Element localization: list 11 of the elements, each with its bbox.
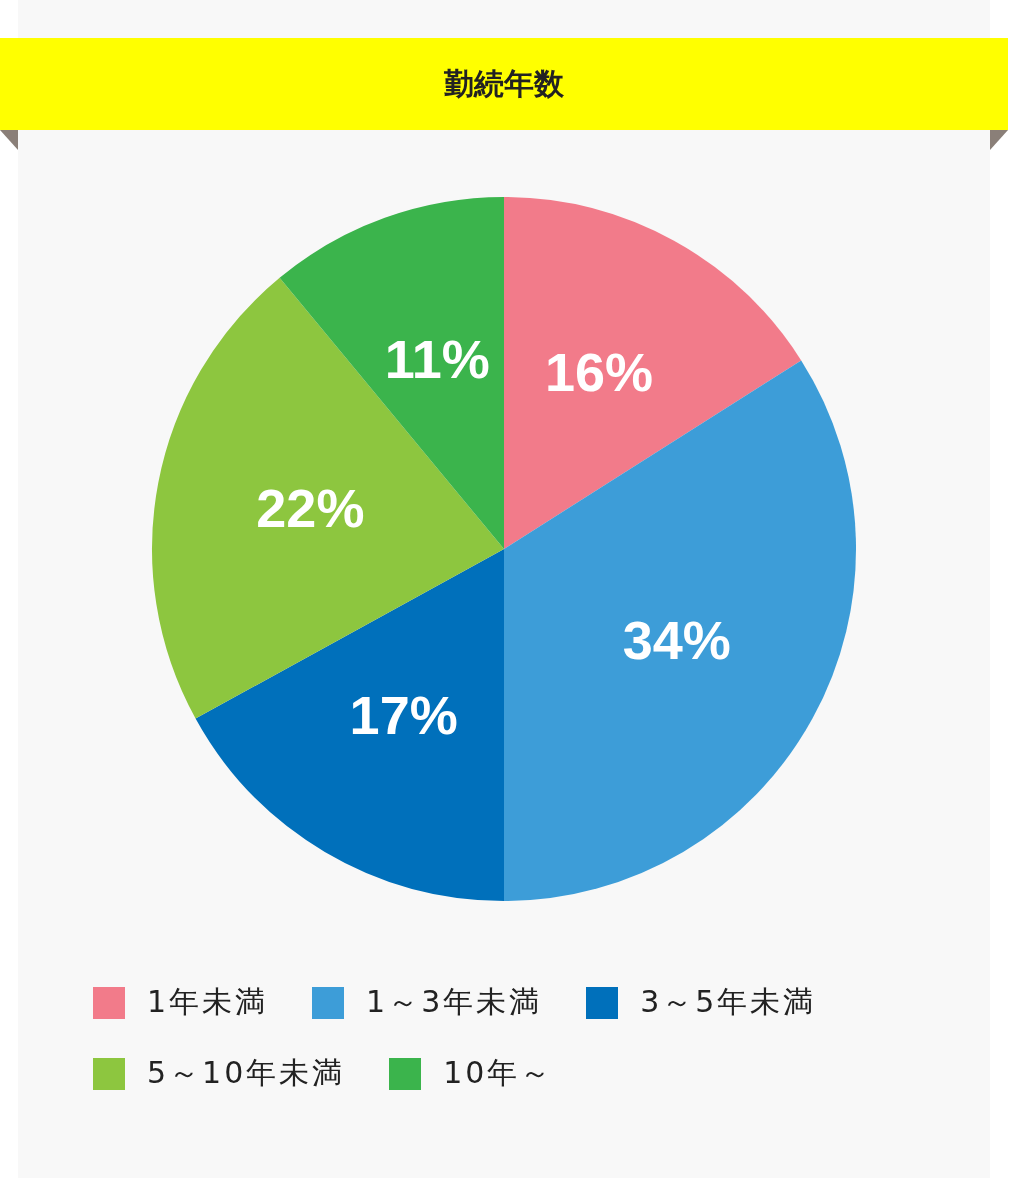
data-label: 17%	[349, 684, 458, 745]
legend-label: 1年未満	[147, 983, 269, 1021]
data-label: 11%	[384, 329, 490, 390]
legend-label: 10年～	[443, 1054, 554, 1092]
chart-title: 勤続年数	[444, 64, 564, 103]
data-label: 16%	[544, 342, 654, 403]
legend-label: 1～3年未満	[366, 983, 543, 1021]
legend-label: 5～10年未満	[147, 1054, 346, 1092]
data-label: 34%	[622, 609, 731, 670]
legend-label: 3～5年未満	[640, 983, 817, 1021]
data-label: 22%	[256, 477, 365, 538]
